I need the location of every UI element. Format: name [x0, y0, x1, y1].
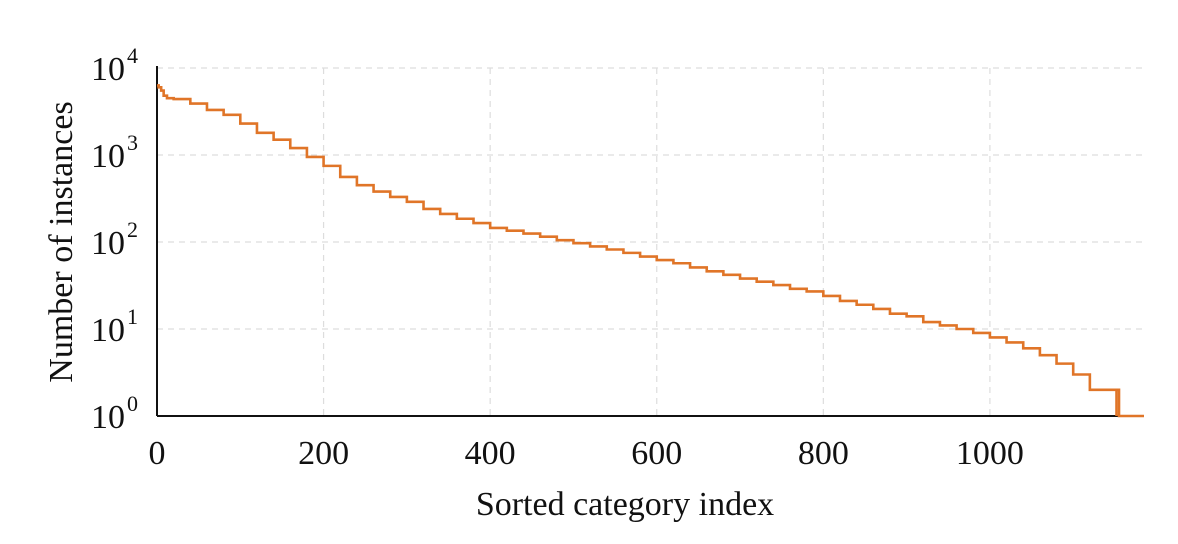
- y-tick-base: 10: [91, 51, 125, 88]
- y-axis-title: Number of instances: [43, 101, 80, 382]
- x-tick-label: 400: [465, 435, 516, 472]
- y-tick-exponent: 3: [127, 130, 138, 155]
- y-tick-label: 10 3: [91, 130, 138, 175]
- y-tick-exponent: 4: [127, 43, 138, 68]
- series-layer: [157, 84, 1144, 418]
- x-tick-label: 200: [298, 435, 349, 472]
- x-tick-label: 0: [149, 435, 166, 472]
- y-tick-label: 10 0: [91, 391, 138, 436]
- y-tick-base: 10: [91, 312, 125, 349]
- y-tick-base: 10: [91, 399, 125, 436]
- y-tick-label: 10 2: [91, 217, 138, 262]
- y-tick-base: 10: [91, 225, 125, 262]
- x-tick-label: 1000: [956, 435, 1024, 472]
- x-tick-label: 600: [631, 435, 682, 472]
- axes-layer: [156, 66, 1144, 417]
- series-line: [157, 84, 1144, 418]
- grid-layer: [157, 67, 1144, 416]
- y-tick-exponent: 1: [127, 304, 138, 329]
- y-tick-label: 10 4: [91, 43, 138, 88]
- y-tick-label: 10 1: [91, 304, 138, 349]
- y-tick-exponent: 2: [127, 217, 138, 242]
- x-axis-title: Sorted category index: [476, 486, 774, 523]
- y-tick-base: 10: [91, 138, 125, 175]
- x-tick-label: 800: [798, 435, 849, 472]
- y-tick-exponent: 0: [127, 391, 138, 416]
